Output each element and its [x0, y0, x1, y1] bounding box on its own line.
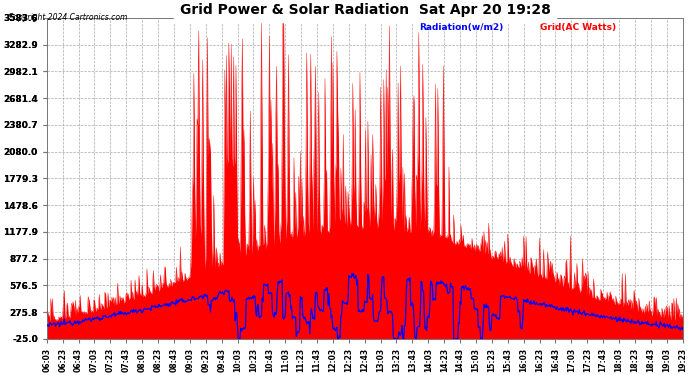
Title: Grid Power & Solar Radiation  Sat Apr 20 19:28: Grid Power & Solar Radiation Sat Apr 20 … — [179, 3, 551, 17]
Text: Copyright 2024 Cartronics.com: Copyright 2024 Cartronics.com — [8, 13, 128, 22]
Text: Grid(AC Watts): Grid(AC Watts) — [540, 23, 616, 32]
Text: Radiation(w/m2): Radiation(w/m2) — [420, 23, 504, 32]
